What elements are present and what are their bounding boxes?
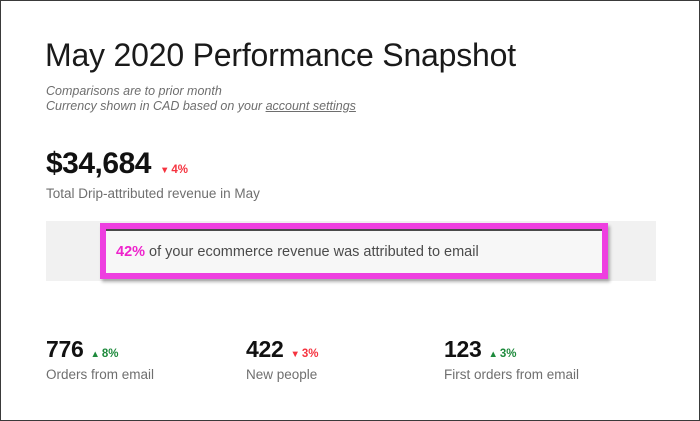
metric-delta-value: 8% bbox=[101, 348, 119, 360]
arrow-up-icon: ▲ bbox=[488, 349, 498, 360]
revenue-label: Total Drip-attributed revenue in May bbox=[46, 186, 260, 201]
metric-value-row: 123 ▲ 3% bbox=[444, 336, 579, 362]
subtitle-currency-note: Currency shown in CAD based on your acco… bbox=[46, 99, 356, 114]
revenue-value-row: $34,684 ▼ 4% bbox=[46, 147, 260, 181]
metric-value-row: 422 ▼ 3% bbox=[246, 336, 319, 362]
page-title: May 2020 Performance Snapshot bbox=[45, 37, 516, 73]
revenue-hero: $34,684 ▼ 4% Total Drip-attributed revenu… bbox=[46, 147, 260, 201]
metric-delta: ▲ 8% bbox=[90, 347, 118, 362]
revenue-value: $34,684 bbox=[46, 147, 151, 180]
metric-value-row: 776 ▲ 8% bbox=[46, 336, 154, 362]
attribution-description: of your ecommerce revenue was attributed… bbox=[145, 244, 479, 260]
metric-orders-from-email: 776 ▲ 8% Orders from email bbox=[46, 336, 154, 382]
metric-first-orders-from-email: 123 ▲ 3% First orders from email bbox=[444, 336, 579, 382]
account-settings-link[interactable]: account settings bbox=[265, 99, 356, 113]
subtitle-block: Comparisons are to prior month Currency … bbox=[46, 84, 356, 114]
metric-label: First orders from email bbox=[444, 367, 580, 382]
subtitle-currency-prefix: Currency shown in CAD based on your bbox=[46, 99, 266, 113]
attribution-text: 42% of your ecommerce revenue was attrib… bbox=[116, 244, 479, 260]
attribution-highlight-box: 42% of your ecommerce revenue was attrib… bbox=[100, 223, 608, 279]
attribution-percent: 42% bbox=[116, 244, 146, 260]
metric-value: 123 bbox=[444, 336, 482, 362]
metric-delta: ▲ 3% bbox=[488, 347, 516, 362]
metric-delta-value: 3% bbox=[499, 348, 517, 360]
arrow-up-icon: ▲ bbox=[90, 349, 100, 360]
metric-label: Orders from email bbox=[46, 367, 155, 382]
metric-value: 422 bbox=[246, 336, 284, 362]
attribution-banner: 42% of your ecommerce revenue was attrib… bbox=[106, 229, 602, 273]
metric-delta: ▼ 3% bbox=[290, 347, 318, 362]
arrow-down-icon: ▼ bbox=[290, 349, 300, 360]
metric-delta-value: 3% bbox=[301, 348, 319, 360]
metric-new-people: 422 ▼ 3% New people bbox=[246, 336, 319, 382]
subtitle-comparison-note: Comparisons are to prior month bbox=[46, 84, 222, 98]
revenue-delta-value: 4% bbox=[171, 164, 188, 176]
revenue-delta: ▼ 4% bbox=[160, 163, 188, 178]
metric-label: New people bbox=[246, 367, 318, 382]
metric-value: 776 bbox=[46, 336, 84, 362]
arrow-down-icon: ▼ bbox=[159, 165, 170, 176]
